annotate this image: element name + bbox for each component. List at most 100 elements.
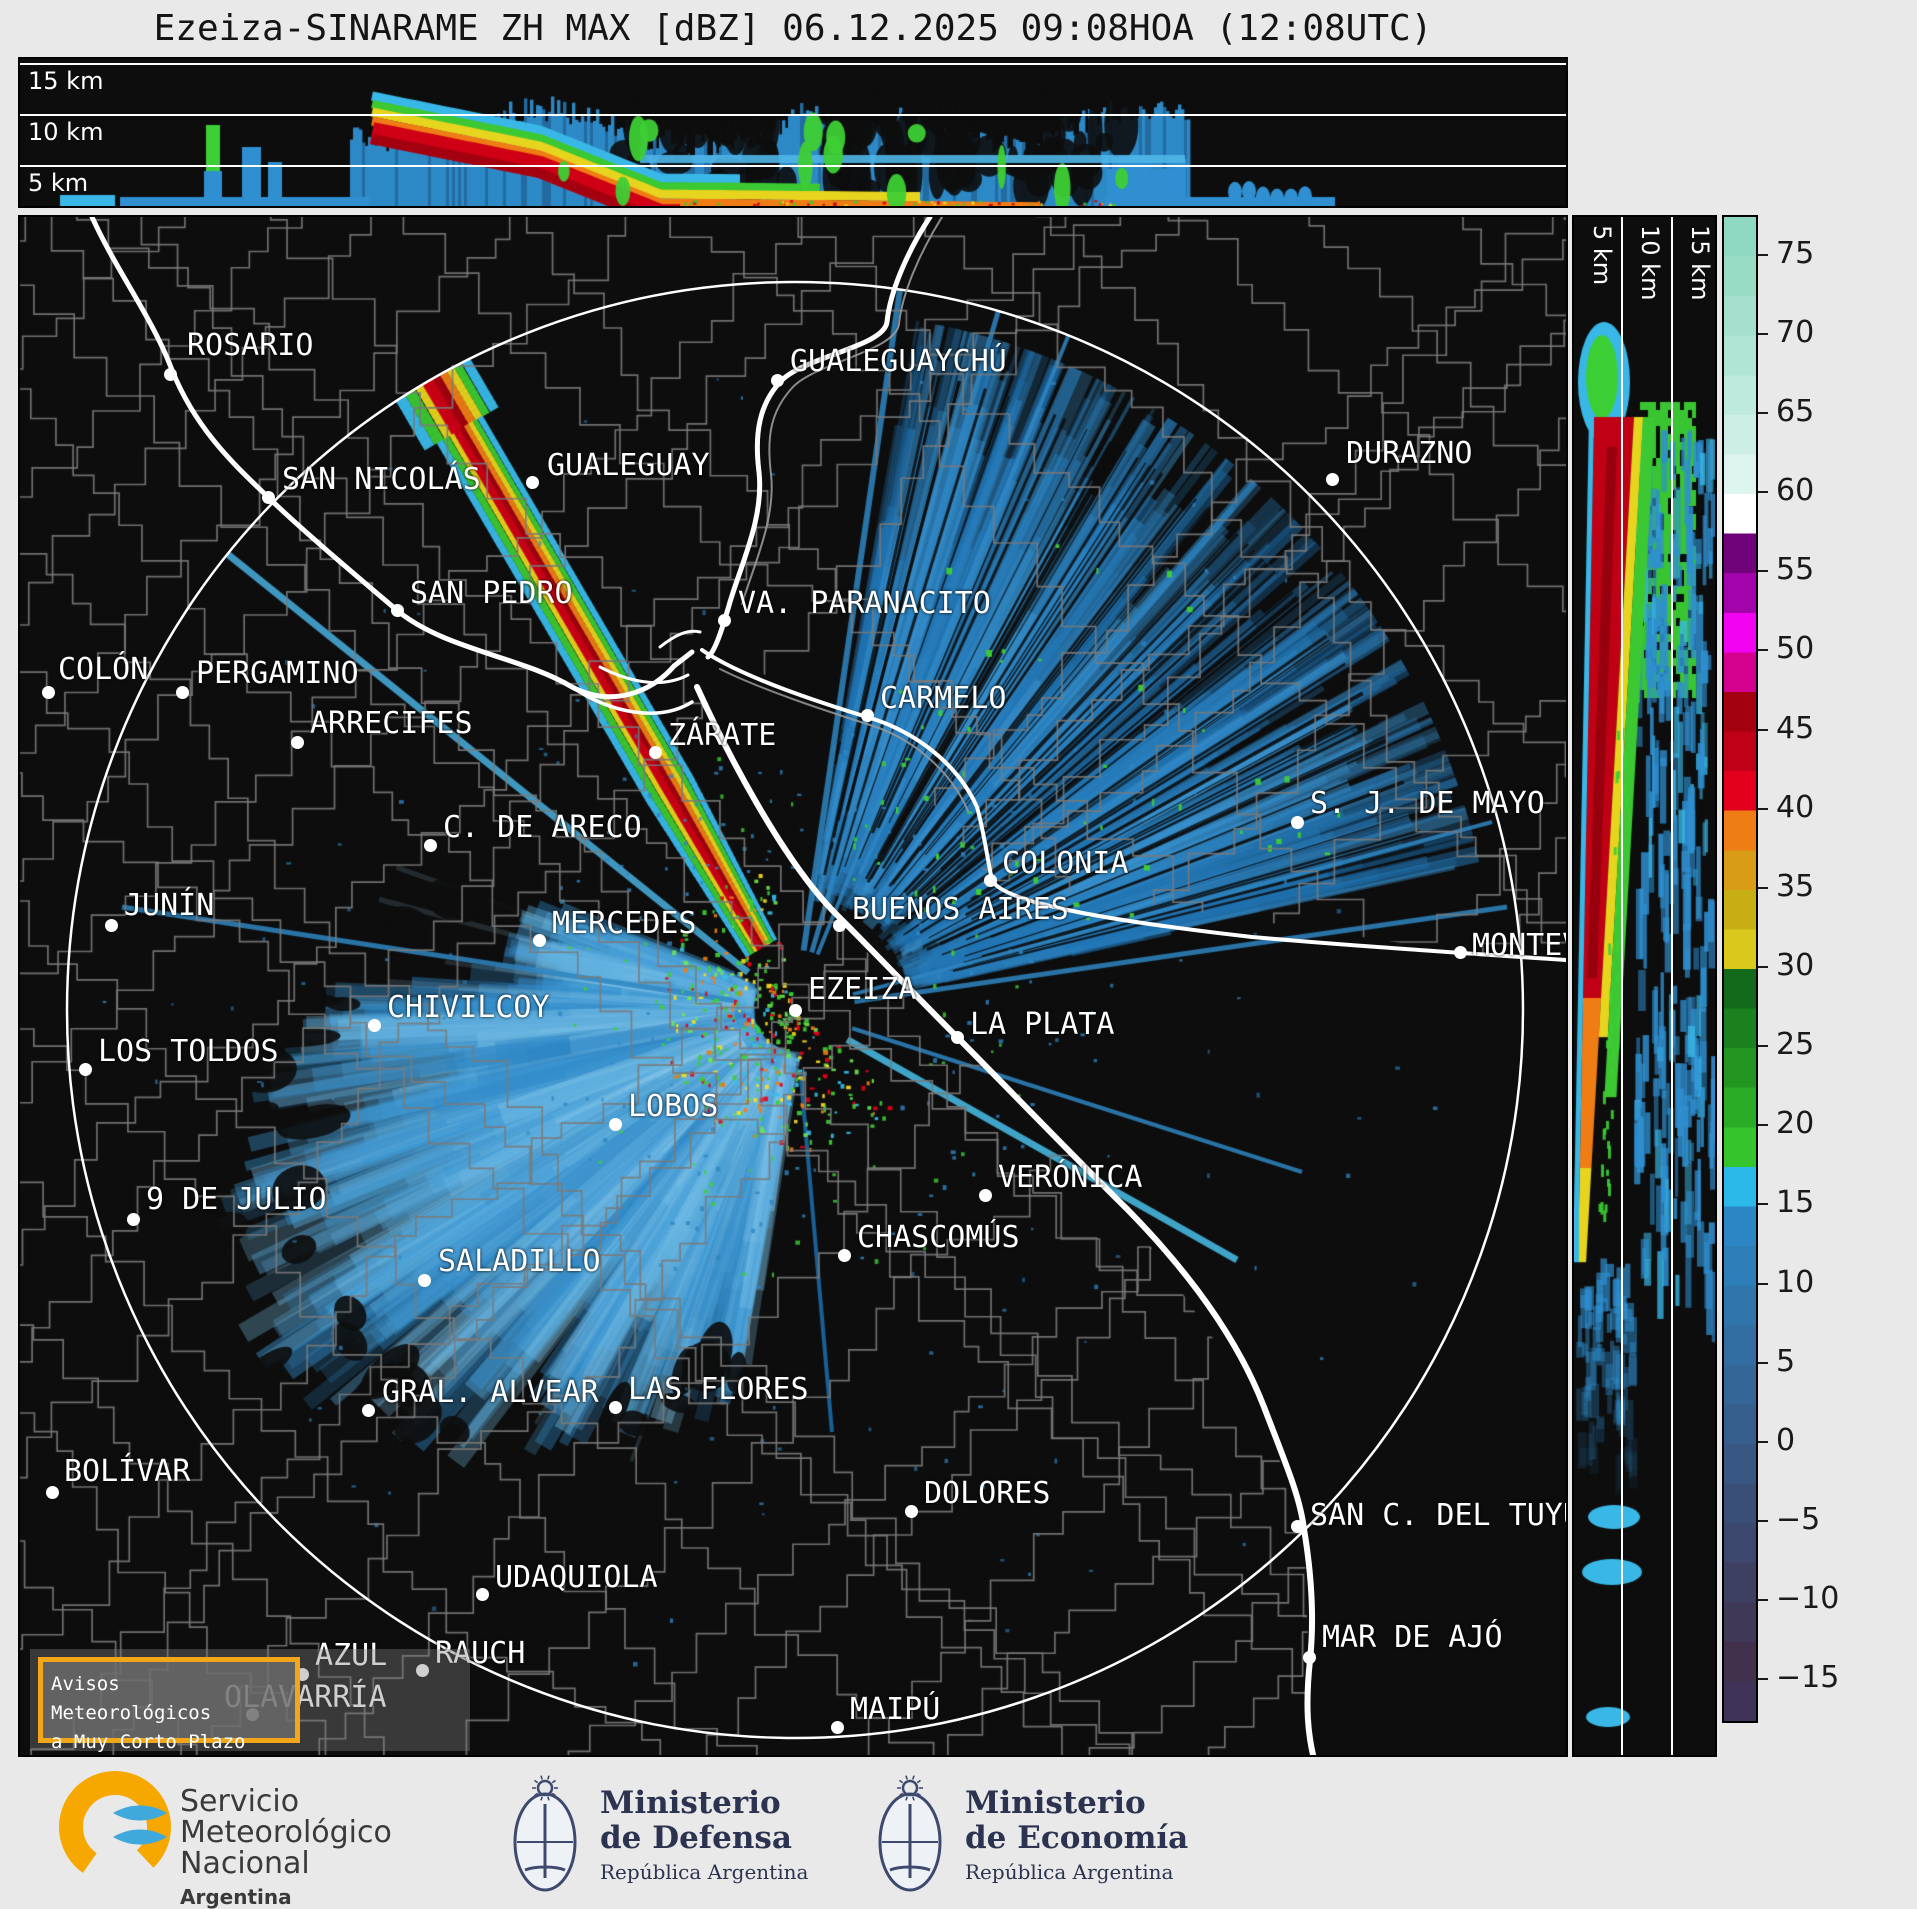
- colorbar-tick-label: 60: [1776, 473, 1815, 509]
- city-label: ROSARIO: [187, 328, 314, 363]
- city-dot: [127, 1213, 140, 1226]
- city-dot: [1303, 1651, 1316, 1664]
- ministry-wordmark: Ministerio de Economía República Argenti…: [965, 1785, 1189, 1885]
- colorbar-tick-label: 75: [1776, 235, 1815, 271]
- smn-logo-wave1: [113, 1805, 167, 1821]
- colorbar-tick: [1758, 1124, 1768, 1127]
- colorbar-tick-label: 20: [1776, 1106, 1815, 1142]
- city-label: LOS TOLDOS: [98, 1034, 279, 1069]
- city-label: CHASCOMÚS: [857, 1220, 1020, 1255]
- colorbar-tick: [1758, 411, 1768, 414]
- height-label-10km: 10 km: [28, 118, 104, 146]
- city-dot: [1291, 816, 1304, 829]
- colorbar-tick: [1758, 807, 1768, 810]
- colorbar-tick-label: 35: [1776, 868, 1815, 904]
- city-label: GUALEGUAYCHÚ: [790, 344, 1007, 379]
- city-label: 9 DE JULIO: [146, 1182, 327, 1217]
- city-dot: [838, 1249, 851, 1262]
- smn-line2: Meteorológico: [180, 1815, 392, 1850]
- city-dot: [164, 368, 177, 381]
- city-label: GUALEGUAY: [547, 448, 710, 483]
- radar-map-panel: ROSARIO GUALEGUAYCHÚ GUALEGUAY SAN NICOLÁS S…: [18, 215, 1568, 1757]
- colorbar-tick: [1758, 570, 1768, 573]
- city-dot: [649, 746, 662, 759]
- colorbar-tick-label: 0: [1776, 1422, 1796, 1458]
- colorbar-tick: [1758, 332, 1768, 335]
- height-label-5km-v: 5 km: [1588, 225, 1616, 286]
- city-label: UDAQUIOLA: [495, 1560, 658, 1595]
- advisory-line1: Avisos Meteorológicos: [51, 1673, 212, 1724]
- city-dot: [368, 1019, 381, 1032]
- city-label: SAN NICOLÁS: [282, 462, 481, 497]
- city-label: MAR DE AJÓ: [1322, 1620, 1503, 1655]
- ministry-line2: de Economía: [965, 1820, 1189, 1856]
- ministry-subtitle: República Argentina: [600, 1860, 809, 1884]
- right-profile-canvas: [1574, 217, 1715, 1755]
- city-label: SAN PEDRO: [410, 576, 573, 611]
- city-label: COLÓN: [58, 652, 149, 687]
- colorbar-tick-label: 70: [1776, 314, 1815, 350]
- city-label: MERCEDES: [552, 906, 697, 941]
- colorbar-tick-label: 45: [1776, 710, 1815, 746]
- gridline-10km-v: [1671, 217, 1673, 1755]
- city-label: SAN C. DEL TUYÚ: [1310, 1498, 1568, 1533]
- city-label: ZÁRATE: [668, 718, 777, 753]
- smn-wordmark: Servicio Meteorológico Nacional Argentin…: [180, 1786, 392, 1909]
- city-dot: [262, 491, 275, 504]
- city-dot: [609, 1401, 622, 1414]
- city-label: VA. PARANACITO: [738, 586, 991, 621]
- city-dot: [362, 1404, 375, 1417]
- smn-logo-wave2: [113, 1829, 167, 1845]
- city-label: CHIVILCOY: [387, 990, 550, 1025]
- colorbar-tick: [1758, 728, 1768, 731]
- colorbar-tick-label: −5: [1776, 1502, 1821, 1538]
- advisory-box: Avisos Meteorológicos a Muy Corto Plazo: [38, 1657, 300, 1753]
- colorbar-tick: [1758, 1440, 1768, 1443]
- gridline-5km-v: [1621, 217, 1623, 1755]
- colorbar-tick-label: 50: [1776, 631, 1815, 667]
- city-dot: [391, 604, 404, 617]
- colorbar-tick-label: 25: [1776, 1027, 1815, 1063]
- colorbar-tick: [1758, 1361, 1768, 1364]
- ministry-line1: Ministerio: [600, 1785, 781, 1821]
- ministry-line1: Ministerio: [965, 1785, 1146, 1821]
- city-dot: [46, 1486, 59, 1499]
- city-dot: [79, 1063, 92, 1076]
- smn-logo-ring: [59, 1771, 171, 1883]
- city-dot: [789, 1004, 802, 1017]
- gridline-10km: [20, 114, 1566, 116]
- city-dot: [476, 1588, 489, 1601]
- colorbar-tick-label: 10: [1776, 1264, 1815, 1300]
- advisory-line2: a Muy Corto Plazo: [51, 1731, 246, 1753]
- colorbar-tick-label: −10: [1776, 1581, 1840, 1617]
- city-label: JUNÍN: [124, 888, 215, 923]
- city-dot: [984, 874, 997, 887]
- city-dot: [418, 1274, 431, 1287]
- page-title: Ezeiza-SINARAME ZH MAX [dBZ] 06.12.2025 …: [153, 8, 1433, 49]
- city-label: MONTEVIDEO: [1472, 928, 1566, 963]
- city-dot: [291, 736, 304, 749]
- city-dot: [416, 1664, 429, 1677]
- colorbar-tick: [1758, 649, 1768, 652]
- height-label-15km-v: 15 km: [1686, 225, 1714, 301]
- city-dot: [609, 1118, 622, 1131]
- gridline-5km: [20, 165, 1566, 167]
- city-label: PERGAMINO: [196, 656, 359, 691]
- ministry-subtitle: República Argentina: [965, 1860, 1174, 1884]
- city-dot: [533, 934, 546, 947]
- height-label-5km: 5 km: [28, 169, 89, 197]
- colorbar-tick: [1758, 253, 1768, 256]
- city-label: GRAL. ALVEAR: [382, 1375, 599, 1410]
- city-label: LA PLATA: [970, 1007, 1115, 1042]
- city-dot: [771, 374, 784, 387]
- colorbar-tick-label: 40: [1776, 789, 1815, 825]
- city-label: C. DE ARECO: [443, 810, 642, 845]
- city-dot: [176, 686, 189, 699]
- right-height-profile-panel: 5 km 10 km 15 km: [1572, 215, 1717, 1757]
- city-dot: [105, 919, 118, 932]
- city-label: EZEIZA: [808, 972, 917, 1007]
- city-label: DOLORES: [924, 1476, 1051, 1511]
- city-dot: [1326, 473, 1339, 486]
- city-dot: [526, 476, 539, 489]
